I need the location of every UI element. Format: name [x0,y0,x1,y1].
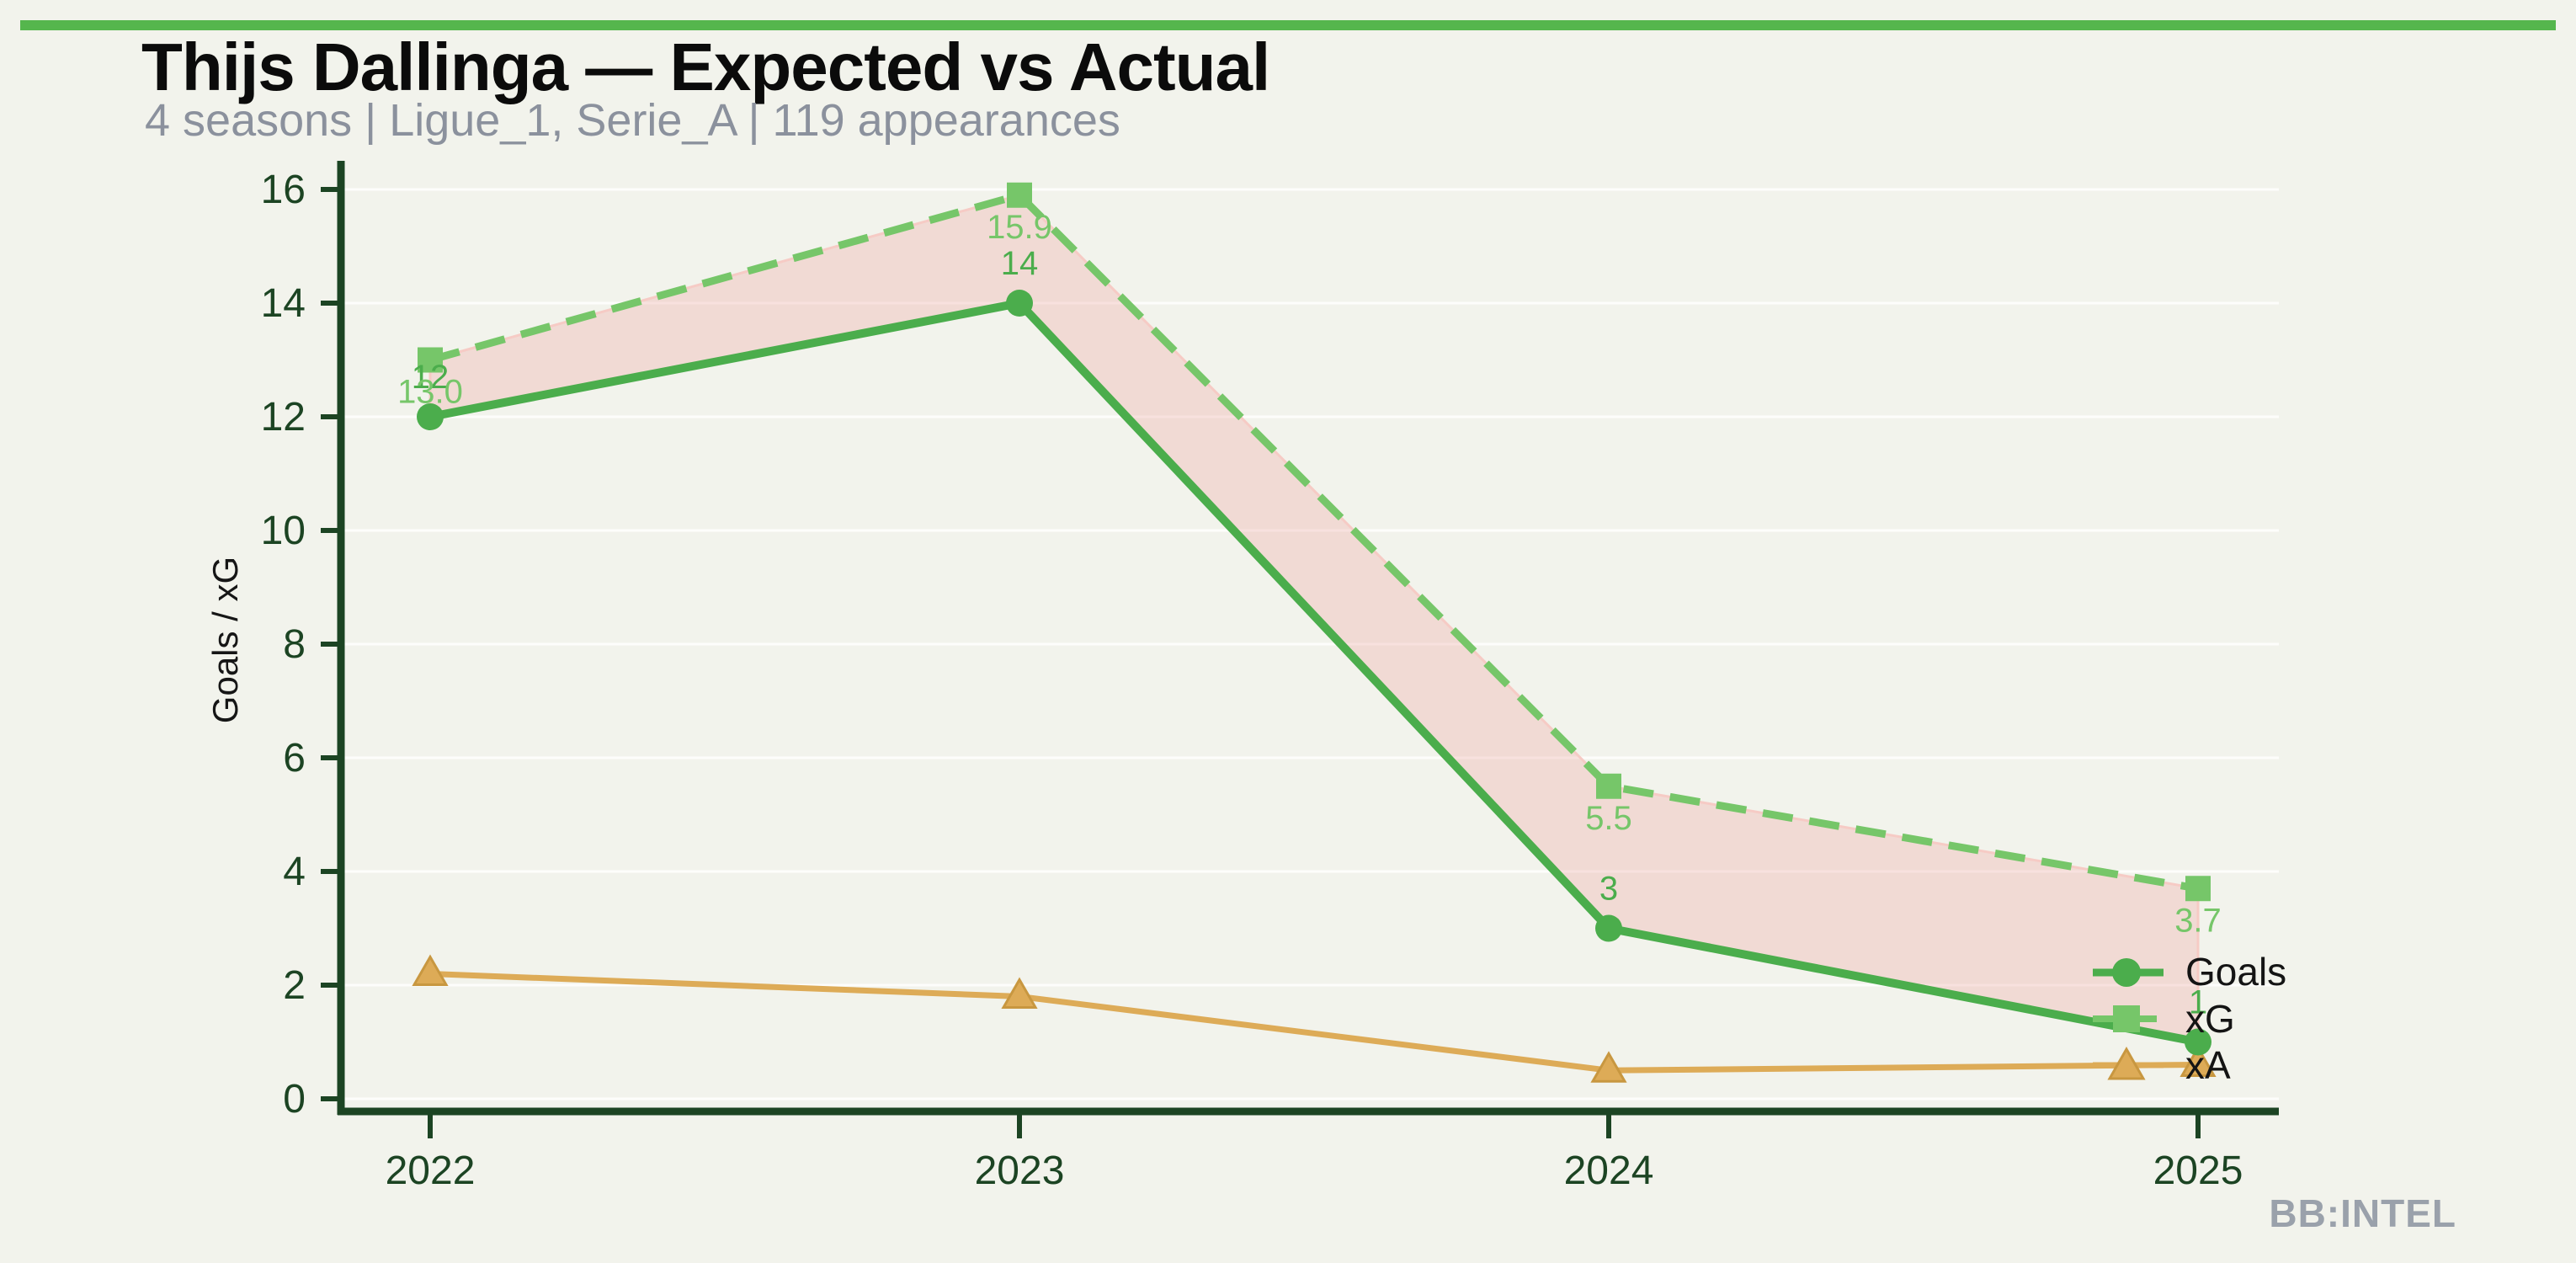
xa-line [429,971,2199,1074]
goals-marker [1006,290,1033,317]
xa-marker [1590,1051,1627,1083]
legend-item-goals: Goals [2093,950,2286,994]
goals-value-label: 3 [1599,871,1618,908]
watermark: BB:INTEL [2269,1191,2456,1235]
y-tick-label: 14 [261,281,306,326]
y-tick-label: 12 [261,395,306,440]
xg-marker [1007,182,1032,208]
xg-marker [1596,773,1621,799]
xg-value-label: 3.7 [2174,902,2222,939]
y-tick-label: 16 [261,168,306,212]
page-title: Thijs Dallinga — Expected vs Actual [141,29,1270,104]
legend-xg-square-icon [2113,1005,2140,1032]
goals-value-label: 12 [412,359,450,396]
y-tick-label: 0 [283,1077,306,1122]
xa-marker [2179,1045,2217,1077]
legend-goals-label: Goals [2185,950,2286,994]
legend-xa-triangle-icon [2107,1046,2146,1080]
page-subtitle: 4 seasons | Ligue_1, Serie_A | 119 appea… [145,95,1120,146]
chart-layer: 12 14 3 1 13.0 15.9 5.5 3.7 0 2 4 6 8 10 12 14 16 2022 202… [261,161,2279,1193]
goals-marker [2185,1028,2211,1056]
x-tick-label: 2022 [386,1148,476,1193]
xg-marker [2185,876,2211,902]
goals-marker [1595,914,1622,942]
legend-item-xg: xG [2093,997,2235,1041]
legend: Goals xG xA [2093,950,2286,1087]
y-tick-label: 10 [261,509,306,553]
x-tick-label: 2024 [1564,1148,1654,1193]
xg-line [428,191,2199,893]
legend-xg-label: xG [2185,997,2235,1041]
legend-xa-label: xA [2185,1043,2231,1087]
legend-item-xa: xA [2093,1043,2231,1087]
xg-value-label: 13.0 [397,374,463,411]
y-tick-label: 4 [283,850,306,894]
xa-marker [412,954,449,986]
y-axis-label: Goals / xG [205,557,245,723]
goals-value-label: 14 [1001,245,1039,282]
x-tick-label: 2025 [2153,1148,2243,1193]
goals-value-label: 1 [2189,984,2207,1021]
y-tick-label: 6 [283,736,306,781]
xg-value-label: 15.9 [987,209,1052,246]
xa-marker [1001,977,1038,1009]
xg-value-label: 5.5 [1585,800,1632,837]
x-tick-label: 2023 [975,1148,1065,1193]
accent-bar [20,20,2556,30]
xg-marker [418,347,443,373]
goals-line [429,299,2199,1047]
goals-marker [417,403,444,430]
y-tick-label: 8 [283,622,306,667]
legend-goals-circle-icon [2112,958,2141,987]
y-tick-label: 2 [283,963,306,1008]
